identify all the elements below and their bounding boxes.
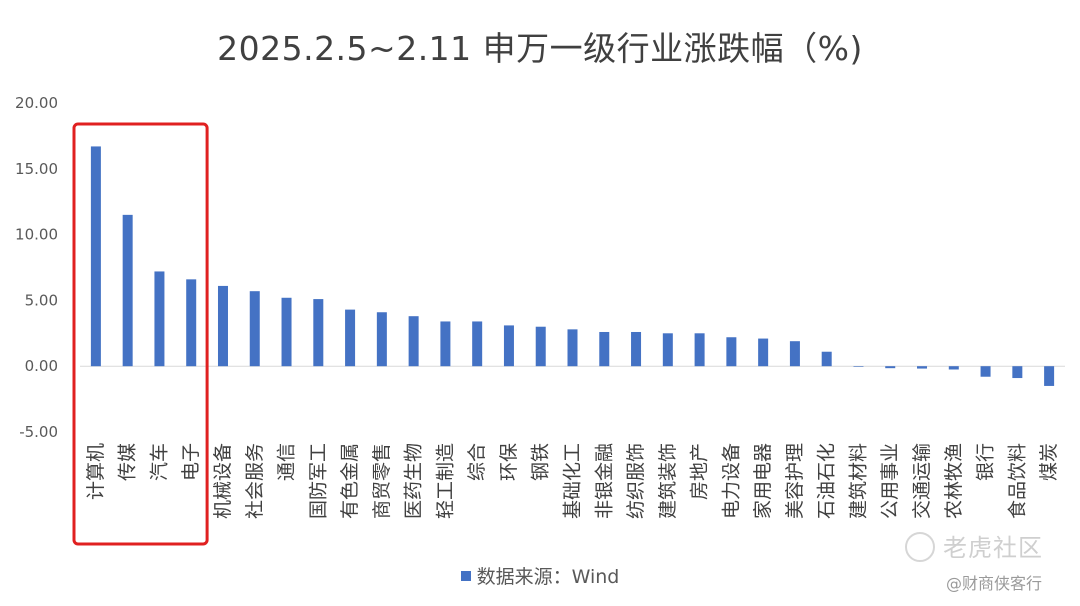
y-axis-ticks: 20.00 15.00 10.00 5.00 0.00 -5.00 — [15, 94, 58, 441]
category-label: 电子 — [180, 443, 202, 481]
y-tick-label: 10.00 — [15, 226, 58, 244]
highlight-box — [72, 122, 209, 546]
category-label: 有色金属 — [339, 443, 361, 519]
y-tick-label: 0.00 — [25, 357, 58, 375]
y-tick-label: -5.00 — [19, 423, 58, 441]
bar — [980, 366, 991, 377]
tiger-logo-icon — [905, 532, 935, 562]
category-label: 国防军工 — [307, 443, 329, 519]
bar — [535, 326, 546, 367]
bar — [376, 312, 387, 367]
bar — [567, 329, 578, 367]
bar — [472, 321, 483, 367]
category-label: 石油石化 — [816, 443, 838, 519]
category-label: 农林牧渔 — [943, 443, 965, 519]
bars — [90, 146, 1055, 386]
category-label: 食品饮料 — [1006, 443, 1028, 519]
bar — [1012, 366, 1023, 379]
category-label: 环保 — [498, 443, 520, 481]
bar — [631, 331, 642, 367]
bar — [948, 366, 959, 370]
bar — [313, 299, 324, 367]
watermark-sub: @财商侠客行 — [946, 574, 1043, 593]
bar — [694, 333, 705, 367]
legend-swatch — [460, 570, 471, 581]
category-label: 商贸零售 — [371, 443, 393, 519]
category-label: 美容护理 — [784, 443, 806, 519]
category-label: 房地产 — [689, 443, 711, 500]
category-label: 综合 — [466, 443, 488, 481]
category-label: 煤炭 — [1038, 443, 1060, 481]
y-tick-label: 20.00 — [15, 94, 58, 112]
bar — [440, 321, 451, 367]
bar — [917, 366, 928, 369]
bar — [186, 279, 197, 367]
category-label: 家用电器 — [752, 443, 774, 519]
category-label: 汽车 — [148, 443, 170, 481]
category-label: 银行 — [975, 443, 997, 481]
category-label: 社会服务 — [244, 443, 266, 519]
category-label: 公用事业 — [879, 443, 901, 519]
bar — [408, 316, 419, 367]
category-label: 钢铁 — [530, 443, 552, 481]
category-label: 纺织服饰 — [625, 443, 647, 519]
bar — [345, 309, 356, 367]
bar — [217, 285, 228, 367]
category-label: 机械设备 — [212, 443, 234, 519]
category-label: 轻工制造 — [434, 443, 456, 519]
watermark-text: 老虎社区 — [943, 534, 1043, 562]
category-label: 建筑材料 — [847, 443, 869, 519]
category-label: 交通运输 — [911, 443, 933, 519]
bar — [1044, 366, 1055, 386]
watermark: 老虎社区 — [905, 528, 1043, 564]
bar — [758, 338, 769, 367]
category-label: 医药生物 — [403, 443, 425, 519]
y-tick-label: 15.00 — [15, 160, 58, 178]
bar — [122, 214, 133, 367]
bar — [789, 341, 800, 367]
bar — [821, 351, 832, 367]
bar — [90, 146, 101, 367]
bar — [662, 333, 673, 367]
category-label: 计算机 — [85, 443, 107, 500]
category-labels: 计算机 传媒 汽车 电子 机械设备 社会服务 通信 国防军工 有色金属 商贸零售 医药生物 轻工制造综… — [85, 443, 1060, 519]
bar — [281, 297, 292, 367]
legend: 数据来源：Wind — [0, 562, 1080, 589]
category-label: 通信 — [276, 443, 298, 481]
category-label: 电力设备 — [720, 443, 742, 519]
category-label: 基础化工 — [562, 443, 584, 519]
legend-label: 数据来源：Wind — [476, 566, 620, 588]
bar — [599, 331, 610, 367]
bar — [154, 271, 165, 367]
category-label: 传媒 — [117, 443, 139, 481]
category-label: 建筑装饰 — [657, 443, 679, 519]
bar — [853, 366, 864, 367]
chart-title: 2025.2.5~2.11 申万一级行业涨跌幅（%) — [217, 29, 863, 68]
bar — [885, 366, 896, 369]
bar — [503, 325, 514, 367]
category-label: 非银金融 — [593, 443, 615, 519]
bar — [726, 337, 737, 367]
y-tick-label: 5.00 — [25, 291, 58, 309]
bar — [249, 291, 260, 367]
